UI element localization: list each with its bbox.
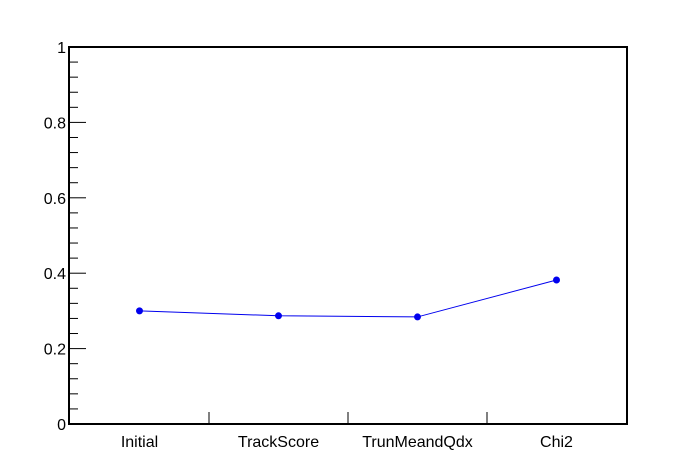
- x-tick-label: TrunMeandQdx: [362, 434, 473, 451]
- y-tick-label: 0: [57, 417, 66, 434]
- x-tick-label: Chi2: [540, 434, 573, 451]
- y-axis-ticks: [70, 46, 86, 425]
- data-point: [275, 312, 282, 320]
- data-point: [136, 307, 143, 315]
- x-axis-tick-labels: Initial TrackScore TrunMeandQdx Chi2: [121, 434, 573, 451]
- series-line: [139, 279, 557, 318]
- x-tick-label: TrackScore: [238, 434, 319, 451]
- data-point: [553, 276, 560, 284]
- y-tick-label: 1: [57, 40, 66, 57]
- x-axis-ticks: [208, 412, 488, 424]
- y-tick-label: 0.4: [44, 266, 66, 283]
- y-tick-label: 0.2: [44, 342, 66, 359]
- y-tick-label: 0.8: [44, 115, 66, 132]
- series-points: [136, 276, 560, 321]
- y-tick-label: 0.6: [44, 191, 66, 208]
- plot-frame: [68, 46, 628, 425]
- x-tick-label: Initial: [121, 434, 158, 451]
- data-point: [414, 313, 421, 321]
- y-axis-tick-labels: 0 0.2 0.4 0.6 0.8 1: [44, 40, 66, 434]
